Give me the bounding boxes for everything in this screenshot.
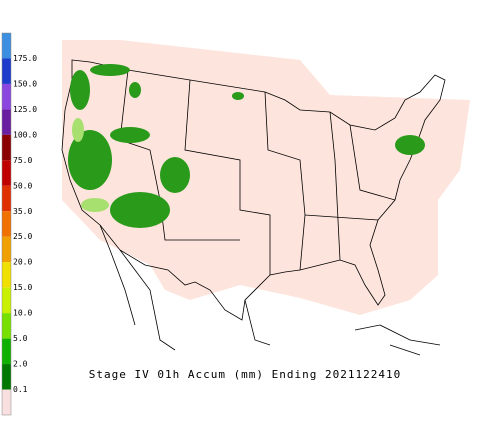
legend-swatch — [2, 287, 11, 314]
legend-label: 50.0 — [13, 181, 32, 190]
legend-label: 0.1 — [13, 385, 28, 394]
neighbor-coastlines — [99, 224, 441, 356]
legend-swatch — [2, 185, 11, 212]
legend-swatch — [2, 313, 11, 339]
legend-swatch — [2, 134, 11, 161]
legend-label: 15.0 — [13, 283, 32, 292]
legend-label: 20.0 — [13, 258, 32, 267]
legend-swatch — [2, 338, 11, 365]
legend-swatch — [2, 160, 11, 186]
map — [61, 40, 470, 356]
precipitation — [68, 64, 425, 228]
legend-frame — [1, 32, 12, 416]
legend-label: 175.0 — [13, 54, 37, 63]
map-title: Stage IV 01h Accum (mm) Ending 202112241… — [89, 368, 402, 381]
legend-swatch — [2, 236, 11, 263]
legend-swatch — [2, 262, 11, 288]
legend-swatch — [2, 83, 11, 110]
legend-label: 75.0 — [13, 156, 32, 165]
legend-label: 2.0 — [13, 360, 28, 369]
legend-label: 5.0 — [13, 334, 28, 343]
legend-label: 10.0 — [13, 309, 32, 318]
legend: 175.0 150.0 125.0 100.0 75.0 50.0 35.0 25.0 20.0… — [1, 32, 37, 416]
light-precipitation — [72, 118, 109, 212]
legend-swatch — [2, 364, 11, 390]
legend-label: 150.0 — [13, 79, 37, 88]
legend-label: 100.0 — [13, 130, 37, 139]
legend-swatch — [2, 58, 11, 84]
legend-swatch — [2, 33, 11, 59]
legend-label: 25.0 — [13, 232, 32, 241]
legend-swatch — [2, 389, 11, 415]
legend-label: 125.0 — [13, 105, 37, 114]
legend-label: 35.0 — [13, 207, 32, 216]
legend-swatch — [2, 211, 11, 237]
legend-swatch — [2, 109, 11, 135]
analysis-domain — [62, 40, 470, 315]
state-borders — [119, 69, 396, 275]
